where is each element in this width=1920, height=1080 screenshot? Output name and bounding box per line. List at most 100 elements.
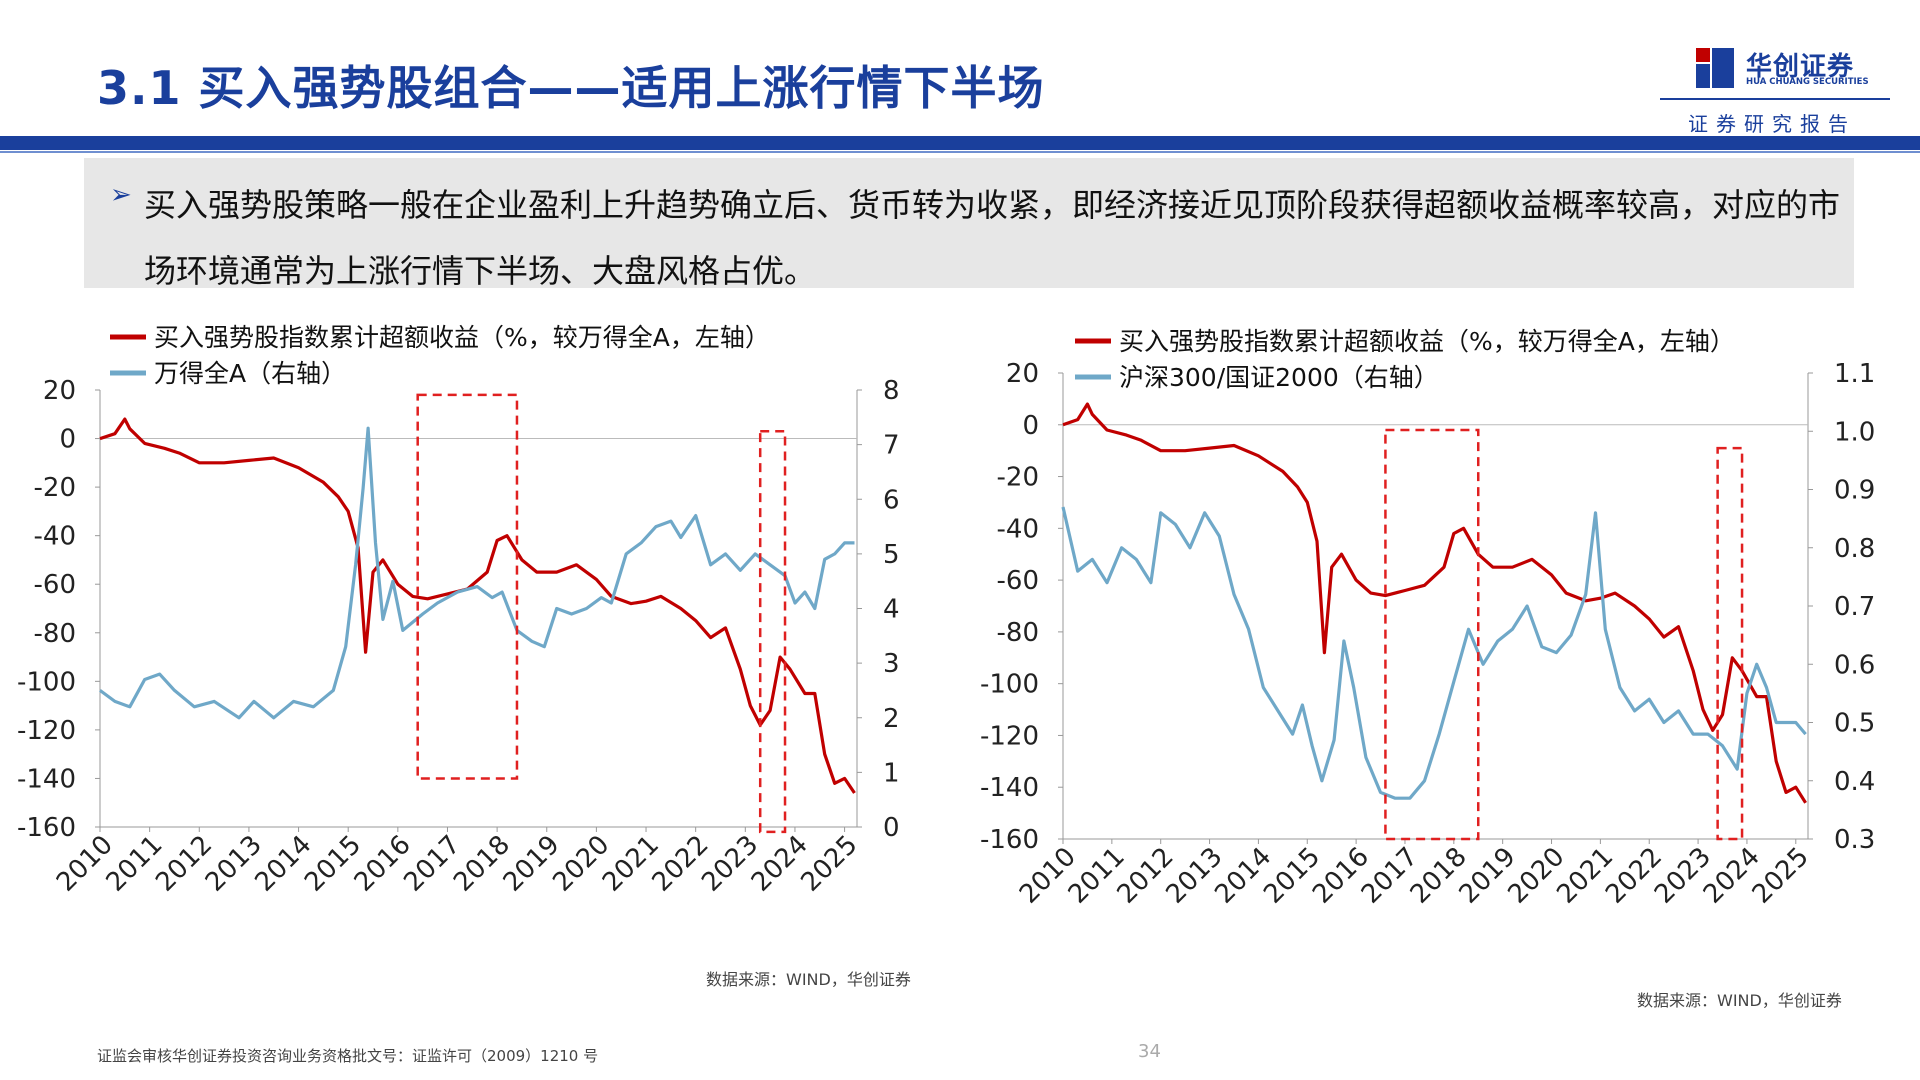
y-tick-right-label: 8000: [883, 376, 900, 406]
y-tick-right-label: 0.5: [1834, 709, 1875, 739]
y-tick-left-label: -40: [997, 514, 1039, 544]
y-tick-right-label: 0.7: [1834, 592, 1875, 622]
y-tick-left-label: -100: [980, 670, 1039, 700]
y-tick-right-label: 6000: [883, 485, 900, 515]
logo-english-name: HUA CHUANG SECURITIES: [1746, 77, 1869, 87]
series-benchmark-line: [99, 426, 855, 720]
y-tick-right-label: 5000: [883, 540, 900, 570]
x-tick-label: 2019: [1454, 842, 1522, 910]
legend-label: 沪深300/国证2000（右轴）: [1119, 363, 1439, 392]
x-tick-label: 2022: [1600, 842, 1668, 910]
logo-name: 华创证券: [1746, 52, 1855, 82]
company-logo: 华创证券 HUA CHUANG SECURITIES: [1690, 44, 1876, 92]
y-tick-left-label: -160: [980, 825, 1039, 855]
y-tick-left-label: 20: [1006, 359, 1039, 389]
legend-label: 万得全A（右轴）: [154, 359, 346, 388]
logo-divider: [1660, 98, 1890, 100]
summary-box: [84, 158, 1854, 288]
y-tick-right-label: 0.6: [1834, 650, 1875, 680]
y-tick-left-label: -40: [34, 522, 76, 552]
highlight-box: [1384, 428, 1480, 841]
series-benchmark-line: [1061, 506, 1807, 800]
legend-label: 买入强势股指数累计超额收益（%，较万得全A，左轴）: [154, 323, 770, 352]
x-tick-label: 2012: [150, 830, 218, 898]
y-tick-right-label: 1000: [883, 758, 900, 788]
bullet-arrow-icon: ➢: [110, 180, 132, 210]
x-tick-label: 2019: [498, 830, 566, 898]
x-tick-label: 2013: [1161, 842, 1229, 910]
y-tick-left-label: -120: [980, 721, 1039, 751]
y-tick-left-label: -60: [997, 566, 1039, 596]
chart-right: 20 0 -20 -40 -60 -80 -100 -120 -140 -160 1.1 1.0 0.9…: [960, 315, 1920, 945]
series-excess-return-line: [1062, 402, 1807, 804]
x-tick-label: 2022: [647, 830, 715, 898]
y-tick-right-label: 0.4: [1834, 767, 1875, 797]
x-tick-label: 2015: [1258, 842, 1326, 910]
chart-right-svg: 20 0 -20 -40 -60 -80 -100 -120 -140 -160 1.1 1.0 0.9…: [980, 327, 1875, 910]
chart-left: 20 0 -20 -40 -60 -80 -100 -120 -140 -160 8000 7000 6…: [0, 315, 949, 945]
x-tick-label: 2014: [250, 830, 318, 898]
x-tick-label: 2025: [1747, 842, 1815, 910]
x-tick-label: 2018: [1405, 842, 1473, 910]
x-tick-label: 2018: [448, 830, 516, 898]
summary-text: 买入强势股策略一般在企业盈利上升趋势确立后、货币转为收紧，即经济接近见顶阶段获得…: [144, 186, 1841, 290]
y-tick-right-label: 0.9: [1834, 476, 1875, 506]
y-tick-left-label: 0: [59, 425, 76, 455]
page-title: 3.1 买入强势股组合——适用上涨行情下半场: [97, 61, 1045, 115]
x-tick-label: 2016: [349, 830, 417, 898]
x-tick-label: 2021: [597, 830, 665, 898]
y-tick-left-label: 20: [43, 376, 76, 406]
y-tick-left-label: -140: [980, 773, 1039, 803]
x-tick-label: 2016: [1307, 842, 1375, 910]
header-band: [0, 136, 1920, 150]
y-tick-left-label: 0: [1022, 411, 1039, 441]
y-tick-left-label: -20: [997, 463, 1039, 493]
page-number: 34: [1138, 1041, 1161, 1062]
x-tick-label: 2011: [101, 830, 169, 898]
highlight-box: [1716, 446, 1744, 841]
report-tagline: 证券研究报告: [1688, 112, 1856, 136]
x-tick-label: 2021: [1551, 842, 1619, 910]
y-tick-right-label: 3000: [883, 649, 900, 679]
x-tick-label: 2020: [1502, 842, 1570, 910]
x-tick-label: 2017: [1356, 842, 1424, 910]
highlight-box: [416, 393, 519, 780]
y-tick-left-label: -60: [34, 570, 76, 600]
y-tick-right-label: 2000: [883, 704, 900, 734]
highlight-box: [758, 430, 787, 834]
x-tick-label: 2015: [299, 830, 367, 898]
y-tick-right-label: 0.3: [1834, 825, 1875, 855]
y-tick-right-label: 0: [883, 813, 900, 843]
x-tick-label: 2017: [398, 830, 466, 898]
y-tick-left-label: -20: [34, 473, 76, 503]
series-excess-return-line: [99, 417, 856, 794]
legend-label: 买入强势股指数累计超额收益（%，较万得全A，左轴）: [1119, 327, 1735, 356]
header-band-stripe: [0, 151, 1920, 153]
chart-left-svg: 20 0 -20 -40 -60 -80 -100 -120 -140 -160 8000 7000 6…: [17, 323, 949, 898]
y-tick-right-label: 1.1: [1834, 359, 1875, 389]
x-tick-label: 2011: [1063, 842, 1131, 910]
chart-left-source: 数据来源：WIND，华创证券: [706, 970, 911, 989]
logo-mark-icon: [1696, 48, 1734, 88]
x-tick-label: 2024: [746, 830, 814, 898]
footer-disclaimer: 证监会审核华创证券投资咨询业务资格批文号：证监许可（2009）1210 号: [97, 1047, 599, 1065]
y-tick-left-label: -100: [17, 667, 76, 697]
y-tick-left-label: -140: [17, 764, 76, 794]
x-tick-label: 2012: [1112, 842, 1180, 910]
y-tick-right-label: 4000: [883, 595, 900, 625]
y-tick-left-label: -120: [17, 716, 76, 746]
chart-right-source: 数据来源：WIND，华创证券: [1637, 991, 1842, 1010]
x-tick-label: 2014: [1209, 842, 1277, 910]
x-tick-label: 2013: [200, 830, 268, 898]
y-tick-right-label: 0.8: [1834, 534, 1875, 564]
x-tick-label: 2023: [1649, 842, 1717, 910]
y-tick-right-label: 1.0: [1834, 417, 1875, 447]
x-tick-label: 2023: [696, 830, 764, 898]
y-tick-right-label: 7000: [883, 431, 900, 461]
y-tick-left-label: -160: [17, 813, 76, 843]
x-tick-label: 2020: [547, 830, 615, 898]
y-tick-left-label: -80: [34, 619, 76, 649]
y-tick-left-label: -80: [997, 618, 1039, 648]
x-tick-label: 2024: [1698, 842, 1766, 910]
x-tick-label: 2025: [796, 830, 864, 898]
